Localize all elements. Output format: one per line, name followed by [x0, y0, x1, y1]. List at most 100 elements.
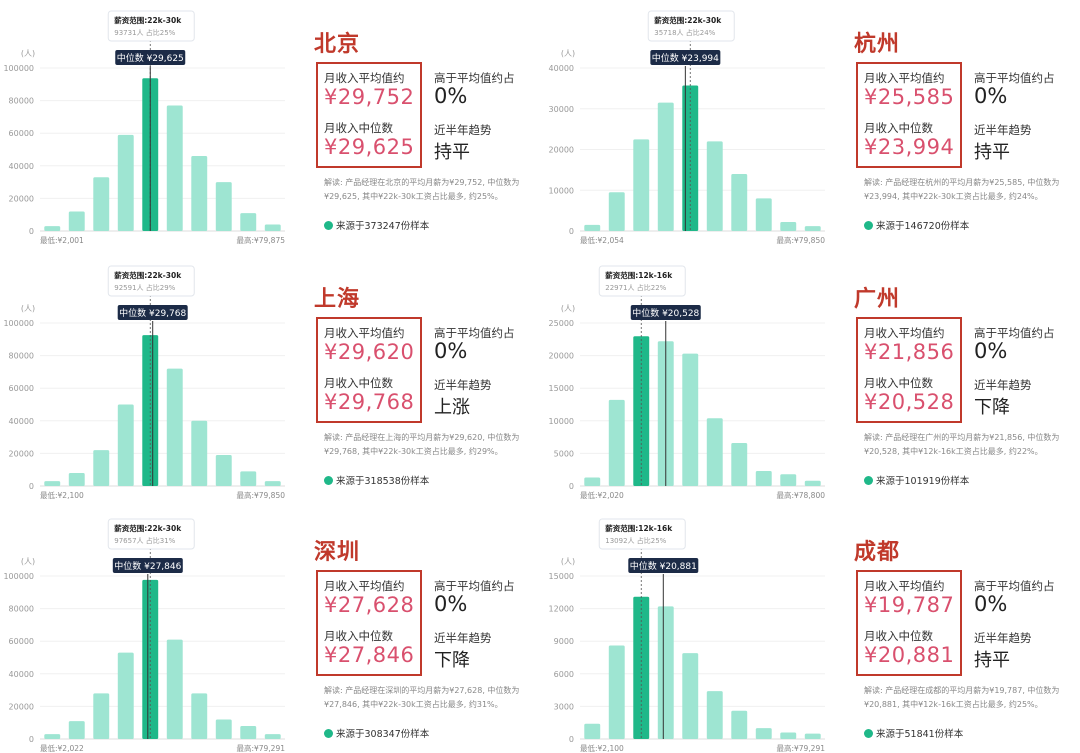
y-tick-label: 0 — [569, 227, 574, 236]
bar[interactable] — [731, 710, 748, 739]
bar[interactable] — [755, 471, 772, 486]
salary-highlight-box: 月收入平均值约 ¥29,620 月收入中位数 ¥29,768 — [316, 317, 422, 423]
max-salary-label: 最高:¥79,875 — [236, 235, 285, 245]
bar[interactable] — [68, 211, 85, 231]
bar[interactable] — [44, 734, 61, 739]
sample-source-text: 来源于146720份样本 — [876, 221, 970, 232]
salary-summary: 上海 月收入平均值约 ¥29,620 月收入中位数 ¥29,768 高于平均值约占 0% 近半… — [300, 255, 535, 500]
bar[interactable] — [264, 224, 281, 231]
trend-value: 持平 — [974, 142, 1010, 163]
bar[interactable] — [682, 353, 699, 486]
max-salary-label: 最高:¥78,800 — [776, 490, 825, 500]
sample-source[interactable]: 来源于101919份样本 — [864, 473, 969, 487]
bar[interactable] — [731, 442, 748, 486]
bar-highlight[interactable] — [142, 335, 159, 486]
min-salary-label: 最低:¥2,054 — [580, 235, 624, 245]
bar[interactable] — [240, 471, 257, 486]
bar-highlight[interactable] — [682, 85, 699, 231]
bar[interactable] — [44, 481, 61, 486]
y-tick-label: 20000 — [9, 194, 34, 203]
bar[interactable] — [215, 182, 232, 231]
bar[interactable] — [780, 732, 797, 739]
bar[interactable] — [706, 418, 723, 486]
bar[interactable] — [191, 156, 208, 231]
salary-highlight-box: 月收入平均值约 ¥21,856 月收入中位数 ¥20,528 — [856, 317, 962, 423]
sample-source[interactable]: 来源于308347份样本 — [324, 726, 429, 740]
bar[interactable] — [780, 222, 797, 231]
bar[interactable] — [804, 226, 821, 231]
bar[interactable] — [240, 725, 257, 739]
sample-source[interactable]: 来源于146720份样本 — [864, 218, 969, 232]
city-panel: (人) 0 20000 40000 60000 80000 100000 中位数 ¥29,76… — [0, 255, 540, 500]
bar[interactable] — [657, 606, 674, 739]
y-unit-label: (人) — [561, 304, 575, 313]
sample-source[interactable]: 来源于373247份样本 — [324, 218, 429, 232]
range-stats: 97657人 占比31% — [114, 536, 175, 545]
bar[interactable] — [166, 639, 183, 739]
city-name: 深圳 — [314, 540, 361, 565]
bar[interactable] — [657, 102, 674, 231]
city-panel: (人) 0 20000 40000 60000 80000 100000 中位数 ¥29,62… — [0, 0, 540, 245]
bar[interactable] — [755, 728, 772, 739]
histogram-svg: (人) 0 20000 40000 60000 80000 100000 中位数 ¥29,62… — [3, 10, 285, 245]
bar[interactable] — [584, 477, 601, 486]
bar[interactable] — [804, 480, 821, 486]
bar[interactable] — [706, 691, 723, 739]
median-tag — [630, 305, 701, 320]
bar[interactable] — [44, 226, 61, 231]
median-tag-label: 中位数 ¥20,881 — [630, 560, 697, 572]
bar[interactable] — [804, 733, 821, 739]
bar[interactable] — [633, 139, 650, 231]
bar[interactable] — [682, 653, 699, 739]
pie-chart-icon — [324, 476, 333, 485]
salary-histogram: (人) 0 10000 20000 30000 40000 中位数 ¥23,994 薪资范围:… — [540, 0, 830, 245]
median-label: 月收入中位数 — [324, 376, 393, 390]
bar[interactable] — [68, 721, 85, 739]
bar[interactable] — [780, 474, 797, 486]
interpretation-note: 解读: 产品经理在上海的平均月薪为¥29,620, 中位数为¥29,768, 其… — [324, 433, 520, 456]
y-tick-label: 0 — [29, 482, 34, 491]
bar-highlight[interactable] — [633, 596, 650, 739]
city-name: 广州 — [854, 287, 901, 312]
bar[interactable] — [93, 177, 110, 231]
bar[interactable] — [93, 693, 110, 739]
bar[interactable] — [117, 404, 134, 487]
bar[interactable] — [264, 734, 281, 739]
y-tick-label: 3000 — [554, 702, 574, 711]
bar[interactable] — [731, 173, 748, 231]
bar[interactable] — [240, 213, 257, 231]
bar[interactable] — [191, 693, 208, 739]
bar[interactable] — [166, 105, 183, 231]
avg-label: 月收入平均值约 — [324, 579, 405, 593]
range-title: 薪资范围:22k-30k — [114, 15, 182, 25]
bar[interactable] — [117, 652, 134, 739]
bar-highlight[interactable] — [142, 579, 159, 739]
salary-summary: 广州 月收入平均值约 ¥21,856 月收入中位数 ¥20,528 高于平均值约占 0% 近半… — [840, 255, 1075, 500]
bar[interactable] — [215, 719, 232, 739]
bar[interactable] — [608, 192, 625, 231]
bar[interactable] — [68, 472, 85, 486]
sample-source[interactable]: 来源于318538份样本 — [324, 473, 429, 487]
trend-label: 近半年趋势 — [974, 123, 1032, 137]
bar[interactable] — [584, 723, 601, 739]
salary-summary: 杭州 月收入平均值约 ¥25,585 月收入中位数 ¥23,994 高于平均值约占 0% 近半… — [840, 0, 1075, 245]
bar[interactable] — [264, 481, 281, 486]
bar[interactable] — [117, 134, 134, 231]
bar[interactable] — [608, 399, 625, 486]
bar[interactable] — [755, 198, 772, 231]
bar[interactable] — [93, 450, 110, 486]
y-tick-label: 20000 — [549, 146, 574, 155]
avg-label: 月收入平均值约 — [864, 326, 945, 340]
y-tick-label: 40000 — [9, 417, 34, 426]
bar[interactable] — [584, 224, 601, 231]
y-tick-label: 20000 — [549, 352, 574, 361]
bar[interactable] — [215, 455, 232, 486]
bar[interactable] — [608, 645, 625, 739]
range-tooltip — [107, 10, 195, 42]
salary-highlight-box: 月收入平均值约 ¥25,585 月收入中位数 ¥23,994 — [856, 62, 962, 168]
sample-source[interactable]: 来源于51841份样本 — [864, 726, 963, 740]
bar[interactable] — [706, 141, 723, 231]
median-value: ¥20,528 — [864, 390, 955, 414]
bar[interactable] — [166, 368, 183, 486]
bar[interactable] — [191, 420, 208, 486]
